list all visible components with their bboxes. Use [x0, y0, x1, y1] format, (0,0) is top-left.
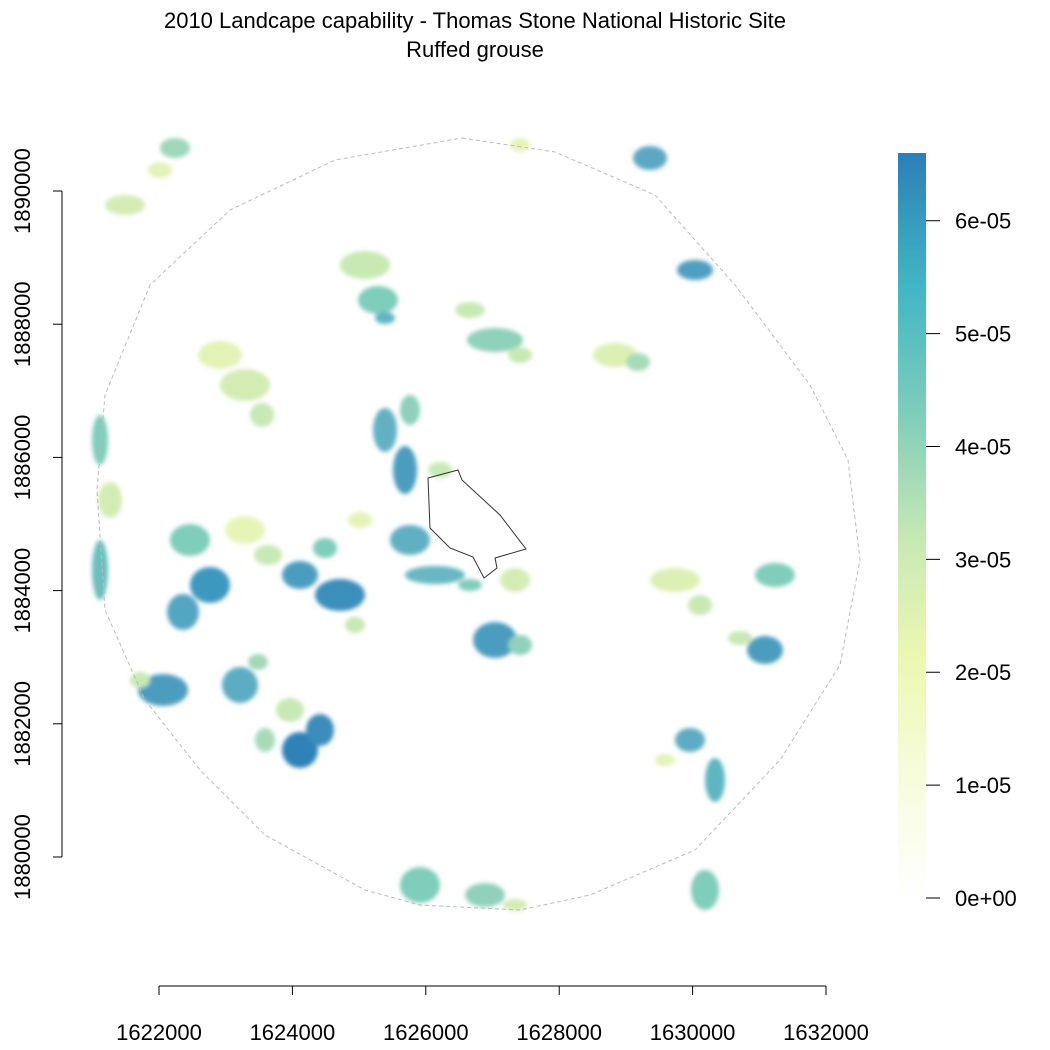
habitat-patch: [190, 567, 230, 603]
habitat-patch: [688, 595, 712, 615]
habitat-patch: [508, 635, 532, 655]
habitat-patch: [593, 343, 637, 367]
habitat-patch: [393, 446, 417, 494]
legend-colorbar: [898, 153, 926, 898]
habitat-patch: [633, 146, 667, 170]
x-tick-label: 1632000: [783, 1020, 869, 1045]
habitat-patch: [105, 195, 145, 215]
legend-tick-label: 2e-05: [955, 660, 1011, 685]
habitat-patch: [508, 347, 532, 363]
study-area-boundary: [96, 137, 861, 911]
habitat-patch: [167, 594, 199, 630]
habitat-patch: [728, 631, 752, 645]
habitat-patch: [255, 728, 275, 752]
habitat-patch: [138, 674, 188, 706]
habitat-patch: [655, 754, 675, 766]
y-tick-label: 1880000: [10, 814, 35, 900]
habitat-patch: [340, 251, 390, 279]
x-tick-label: 1628000: [516, 1020, 602, 1045]
habitat-patch: [148, 162, 172, 178]
legend-tick-label: 5e-05: [955, 322, 1011, 347]
habitat-patch: [313, 538, 337, 558]
y-axis: 1880000 1882000 1884000 1886000 1888000 18900…: [10, 148, 63, 900]
habitat-patch: [282, 732, 318, 768]
y-tick-label: 1888000: [10, 281, 35, 367]
x-tick-label: 1624000: [250, 1020, 336, 1045]
habitat-patch: [465, 883, 505, 907]
habitat-patch: [691, 870, 719, 910]
habitat-patch: [390, 525, 430, 555]
x-tick-label: 1622000: [116, 1020, 202, 1045]
habitat-patch: [458, 579, 482, 591]
map-subtitle: Ruffed grouse: [406, 37, 544, 62]
habitat-patch: [358, 286, 398, 314]
habitat-patch: [170, 524, 210, 556]
habitat-patch: [92, 415, 108, 465]
habitat-patch: [755, 563, 795, 587]
y-tick-label: 1884000: [10, 548, 35, 634]
legend-tick-label: 3e-05: [955, 547, 1011, 572]
habitat-patch: [405, 566, 465, 584]
habitat-patch: [198, 341, 242, 369]
map-title-block: 2010 Landcape capability - Thomas Stone …: [0, 6, 950, 64]
habitat-patch: [250, 403, 274, 427]
habitat-patch: [375, 312, 395, 324]
habitat-patch: [373, 408, 397, 452]
habitat-patch: [130, 672, 150, 688]
y-tick-label: 1886000: [10, 415, 35, 501]
habitat-patch: [467, 328, 523, 352]
color-legend: 0e+00 1e-05 2e-05 3e-05 4e-05 5e-05 6e-05: [898, 153, 1017, 911]
park-boundary: [427, 469, 527, 579]
habitat-patch: [747, 636, 783, 664]
habitat-patch: [225, 516, 265, 544]
habitat-patch: [677, 260, 713, 280]
habitat-patch: [675, 728, 705, 752]
habitat-patch: [400, 395, 420, 425]
legend-tick-label: 6e-05: [955, 209, 1011, 234]
habitat-patch: [98, 482, 122, 518]
habitat-patch: [220, 369, 270, 401]
habitat-patch: [160, 138, 190, 158]
habitat-patch: [705, 758, 725, 802]
habitat-patch: [345, 617, 365, 633]
habitat-patch: [503, 899, 527, 911]
habitat-patch: [400, 867, 440, 903]
habitat-patch: [315, 579, 365, 611]
habitat-patch: [500, 568, 530, 592]
habitat-patch: [248, 654, 268, 670]
habitat-patch: [428, 462, 452, 478]
legend-tick-label: 1e-05: [955, 773, 1011, 798]
habitat-patch: [306, 714, 334, 746]
capability-raster: [92, 138, 795, 911]
x-tick-label: 1630000: [650, 1020, 736, 1045]
habitat-patch: [650, 568, 700, 592]
habitat-patch: [510, 138, 530, 152]
habitat-patch: [276, 698, 304, 722]
y-tick-label: 1890000: [10, 148, 35, 234]
legend-tick-label: 0e+00: [955, 886, 1017, 911]
habitat-patch: [222, 667, 258, 703]
x-tick-label: 1626000: [383, 1020, 469, 1045]
habitat-patch: [348, 512, 372, 528]
x-axis: 1622000 1624000 1626000 1628000 1630000 16320…: [116, 985, 869, 1045]
habitat-patch: [455, 302, 485, 318]
map-title: 2010 Landcape capability - Thomas Stone …: [163, 8, 787, 33]
habitat-patch: [626, 353, 650, 371]
habitat-patch: [282, 561, 318, 589]
habitat-patch: [92, 540, 108, 600]
legend-tick-label: 4e-05: [955, 434, 1011, 459]
habitat-patch: [473, 622, 517, 658]
y-tick-label: 1882000: [10, 681, 35, 767]
habitat-patch: [254, 545, 282, 565]
